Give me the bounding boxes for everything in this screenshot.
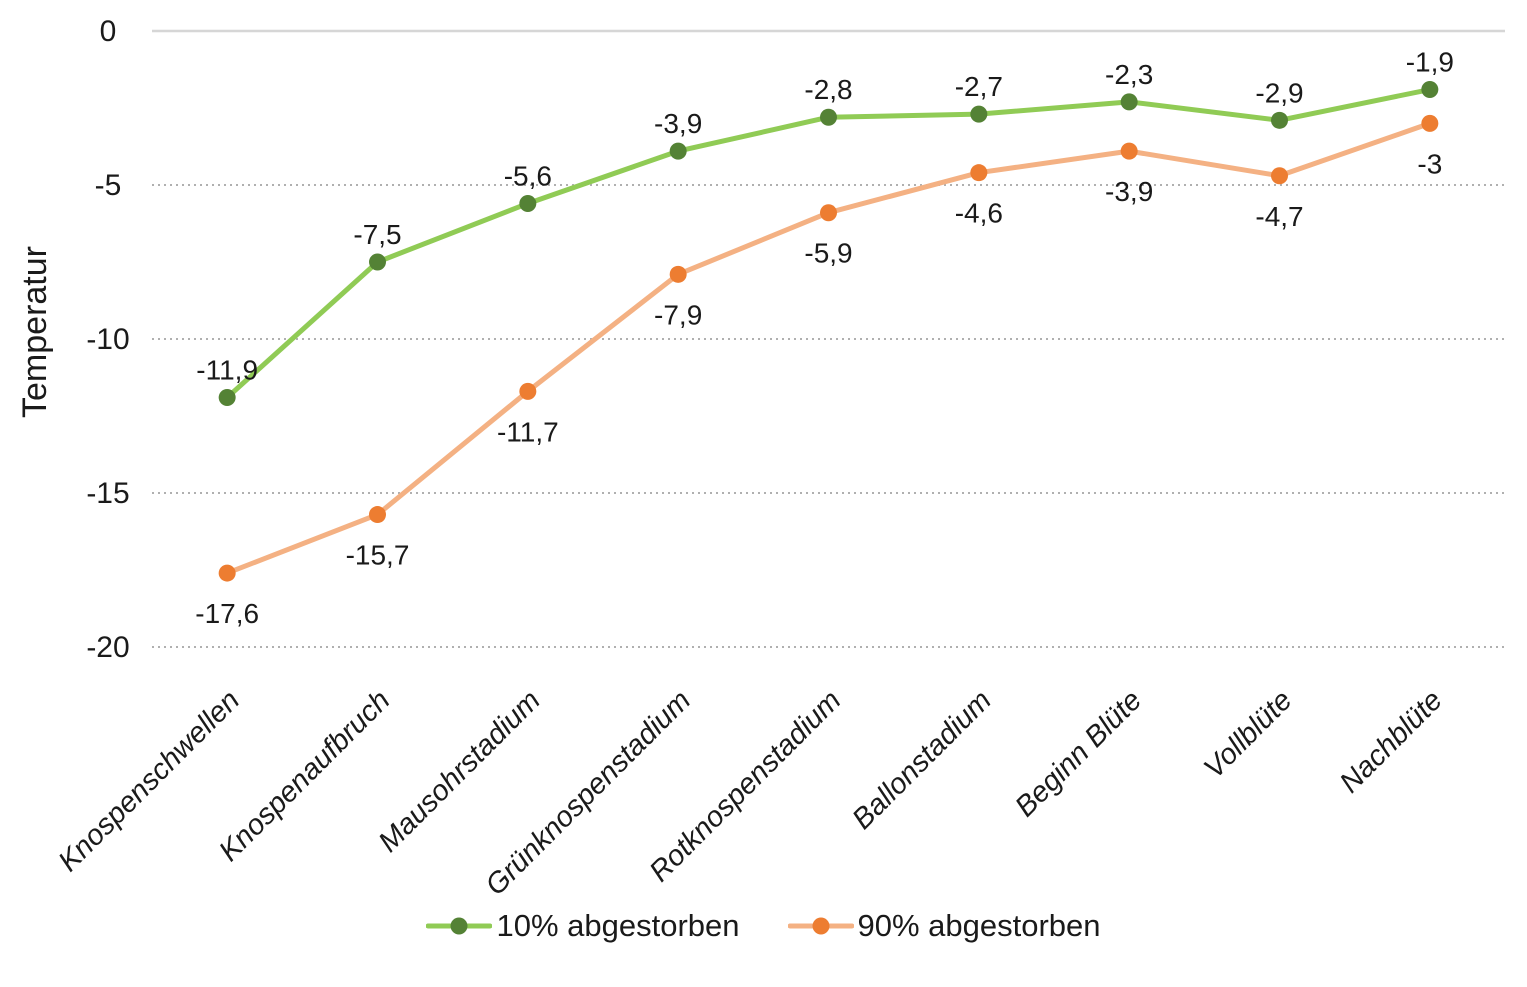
x-category-label-7: Beginn Blüte xyxy=(1009,684,1148,823)
legend-marker-90pct-icon xyxy=(787,917,854,935)
data-point-1-3 xyxy=(519,194,537,212)
data-label-1-4: -3,9 xyxy=(654,108,702,139)
data-label-1-9: -1,9 xyxy=(1406,47,1454,78)
x-category-label-3: Mausohrstadium xyxy=(373,684,547,858)
y-tick-label--20: -20 xyxy=(86,631,129,664)
series-line-2 xyxy=(224,120,1433,576)
data-point-2-9 xyxy=(1421,114,1439,132)
data-label-2-8: -4,7 xyxy=(1255,201,1303,232)
data-point-1-4 xyxy=(669,142,687,160)
data-label-2-3: -11,7 xyxy=(497,416,559,447)
data-point-1-5 xyxy=(820,108,837,126)
data-label-1-7: -2,3 xyxy=(1105,59,1153,90)
x-category-label-8: Vollblüte xyxy=(1198,684,1299,785)
data-label-1-2: -7,5 xyxy=(353,219,401,250)
data-point-2-7 xyxy=(1120,142,1138,160)
y-tick-label-0: 0 xyxy=(100,15,117,48)
data-label-2-2: -15,7 xyxy=(346,540,410,571)
data-label-2-7: -3,9 xyxy=(1105,176,1153,207)
x-category-label-6: Ballonstadium xyxy=(846,684,997,835)
data-point-2-4 xyxy=(669,265,687,283)
data-label-2-6: -4,6 xyxy=(955,198,1003,229)
data-label-2-4: -7,9 xyxy=(654,299,702,330)
line-chart-canvas: 0-5-10-15-20TemperaturKnospenschwellenKn… xyxy=(16,15,1505,902)
y-axis-title: Temperatur xyxy=(16,246,54,418)
data-label-1-1: -11,9 xyxy=(196,355,258,386)
data-point-1-8 xyxy=(1271,111,1288,129)
legend-item-10pct-abgestorben: 10% abgestorben xyxy=(426,908,740,944)
y-tick-label--15: -15 xyxy=(86,477,129,510)
legend-label-10pct: 10% abgestorben xyxy=(496,908,740,943)
data-point-1-2 xyxy=(369,253,386,271)
data-point-2-8 xyxy=(1271,167,1288,185)
legend-label-90pct: 90% abgestorben xyxy=(857,908,1101,943)
data-label-1-3: -5,6 xyxy=(504,160,552,191)
data-label-1-8: -2,9 xyxy=(1255,77,1303,108)
data-point-2-1 xyxy=(218,564,236,582)
x-category-label-9: Nachblüte xyxy=(1334,684,1449,799)
data-point-1-1 xyxy=(218,389,236,407)
data-point-2-6 xyxy=(970,164,988,182)
legend-marker-10pct-icon xyxy=(426,917,493,935)
data-point-2-5 xyxy=(820,204,837,222)
data-point-1-7 xyxy=(1120,93,1138,111)
data-label-1-6: -2,7 xyxy=(955,71,1003,102)
chart-legend: 10% abgestorben 90% abgestorben xyxy=(0,908,1527,944)
legend-item-90pct-abgestorben: 90% abgestorben xyxy=(787,908,1101,944)
data-label-2-1: -17,6 xyxy=(195,598,259,629)
data-point-1-6 xyxy=(970,105,988,123)
data-label-1-5: -2,8 xyxy=(804,74,852,105)
data-label-2-9: -3 xyxy=(1417,148,1442,179)
data-point-2-2 xyxy=(369,506,386,524)
data-label-2-5: -5,9 xyxy=(804,238,852,269)
data-point-2-3 xyxy=(519,382,537,400)
y-tick-label--10: -10 xyxy=(86,323,129,356)
data-point-1-9 xyxy=(1421,81,1439,99)
y-tick-label--5: -5 xyxy=(95,169,122,202)
